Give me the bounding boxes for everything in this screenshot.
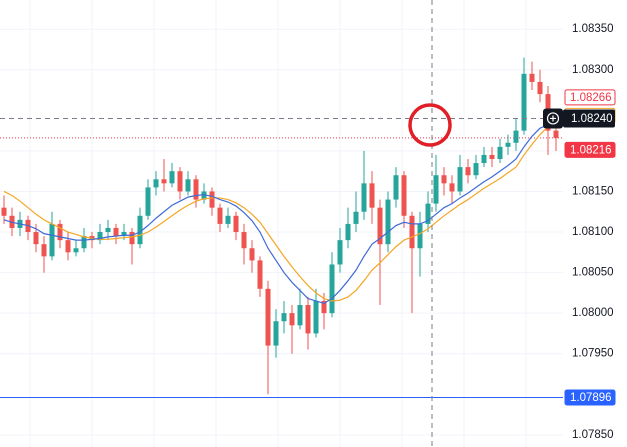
candle-body [121, 232, 127, 237]
candle-body [57, 223, 63, 241]
candle-body [217, 207, 223, 224]
candle-body [241, 232, 247, 249]
candle-body [385, 199, 391, 245]
annotation-circle [408, 103, 452, 147]
candle-body [457, 167, 463, 192]
candle-body [377, 207, 383, 245]
candle-body [33, 232, 39, 245]
candle-body [521, 73, 527, 131]
candle-body [185, 179, 191, 192]
candle-body [465, 167, 471, 176]
price-axis [563, 0, 627, 447]
candle-body [417, 223, 423, 249]
y-tick-label: 1.08000 [572, 307, 614, 319]
candle-body [97, 232, 103, 241]
candle-body [497, 146, 503, 160]
candle-body [257, 260, 263, 289]
candle-body [209, 191, 215, 208]
candle-body [553, 130, 559, 138]
candle-body [361, 183, 367, 212]
candle-body [137, 215, 143, 245]
candle-body [177, 171, 183, 192]
moving-average-line [3, 122, 557, 305]
plot-area [0, 0, 563, 447]
y-tick-label: 1.08150 [572, 185, 614, 197]
crosshair-tag [563, 109, 615, 128]
candle-body [281, 313, 287, 322]
candle-body [249, 248, 255, 261]
candle-body [505, 142, 511, 147]
candle-body [321, 300, 327, 314]
candle-body [401, 175, 407, 216]
candle-body [393, 175, 399, 200]
price-tag [564, 89, 616, 106]
candle-body [113, 227, 119, 237]
price-tag [564, 389, 616, 406]
y-tick-label: 1.07950 [572, 348, 614, 360]
candle-body [345, 223, 351, 241]
candle-body [433, 175, 439, 204]
y-tick-label: 1.07850 [572, 429, 614, 441]
price-tag-label: 1.08216 [570, 144, 612, 156]
candle-body [225, 215, 231, 224]
y-tick-label: 1.08100 [572, 226, 614, 238]
candle-body [473, 163, 479, 176]
candle-body [425, 203, 431, 224]
candle-body [265, 288, 271, 346]
candle-body [513, 130, 519, 143]
candle-body [145, 187, 151, 216]
candle-body [73, 248, 79, 253]
candle-body [169, 171, 175, 184]
candle-body [161, 179, 167, 184]
candle-body [81, 236, 87, 249]
candle-body [337, 240, 343, 265]
candle-body [153, 179, 159, 188]
moving-average-line [3, 121, 557, 302]
candle-body [49, 223, 55, 257]
candle-body [369, 183, 375, 208]
candle-body [441, 175, 447, 184]
candle-body [273, 321, 279, 346]
candle-body [529, 73, 535, 82]
plus-ring [546, 112, 560, 125]
candle-body [193, 179, 199, 200]
candle-body [201, 191, 207, 200]
candle-body [1, 207, 7, 216]
price-tag-label: 1.07896 [570, 392, 612, 404]
candle-body [353, 211, 359, 224]
y-tick-label: 1.08350 [572, 23, 614, 35]
candle-body [289, 313, 295, 326]
y-tick-label: 1.08300 [572, 64, 614, 76]
candle-body [409, 215, 415, 249]
candle-body [449, 183, 455, 192]
price-tag [564, 141, 616, 158]
candle-body [489, 154, 495, 160]
plus-icon [550, 115, 556, 122]
candle-body [297, 305, 303, 326]
candle-body [313, 300, 319, 334]
candle-body [105, 227, 111, 233]
y-tick-label: 1.08050 [572, 267, 614, 279]
candle-body [537, 81, 543, 95]
candle-body [129, 232, 135, 245]
candle-body [481, 154, 487, 164]
candle-body [41, 244, 47, 257]
candle-body [329, 264, 335, 314]
candle-body [305, 305, 311, 334]
candle-body [65, 240, 71, 253]
price-tag-label: 1.08266 [570, 92, 612, 104]
candle-body [233, 215, 239, 233]
crosshair-tag-label: 1.08240 [571, 113, 613, 125]
